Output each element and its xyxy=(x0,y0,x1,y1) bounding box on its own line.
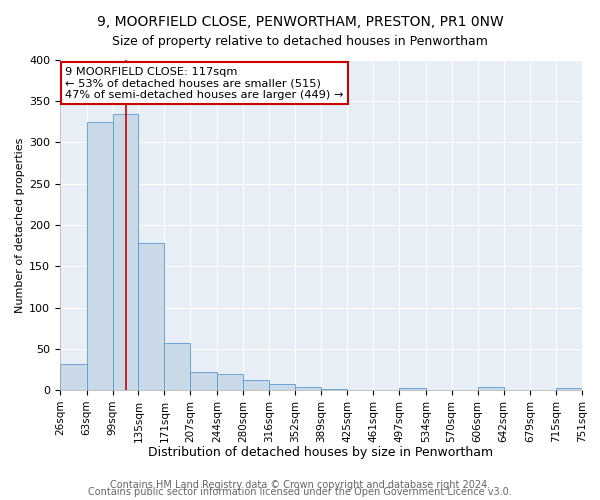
Text: 9 MOORFIELD CLOSE: 117sqm
← 53% of detached houses are smaller (515)
47% of semi: 9 MOORFIELD CLOSE: 117sqm ← 53% of detac… xyxy=(65,66,344,100)
Bar xyxy=(243,380,269,390)
Y-axis label: Number of detached properties: Number of detached properties xyxy=(15,138,25,312)
Bar xyxy=(139,243,164,390)
Bar xyxy=(478,386,503,390)
Bar xyxy=(399,388,426,390)
Bar xyxy=(556,388,582,390)
Text: Contains HM Land Registry data © Crown copyright and database right 2024.: Contains HM Land Registry data © Crown c… xyxy=(110,480,490,490)
Bar xyxy=(113,114,139,390)
Text: Contains public sector information licensed under the Open Government Licence v3: Contains public sector information licen… xyxy=(88,487,512,497)
Bar xyxy=(269,384,295,390)
Bar xyxy=(190,372,217,390)
Bar xyxy=(217,374,243,390)
Bar xyxy=(164,343,190,390)
Text: 9, MOORFIELD CLOSE, PENWORTHAM, PRESTON, PR1 0NW: 9, MOORFIELD CLOSE, PENWORTHAM, PRESTON,… xyxy=(97,15,503,29)
Bar xyxy=(322,389,347,390)
Bar xyxy=(295,386,322,390)
Text: Size of property relative to detached houses in Penwortham: Size of property relative to detached ho… xyxy=(112,35,488,48)
Bar xyxy=(86,122,113,390)
Bar xyxy=(60,364,86,390)
X-axis label: Distribution of detached houses by size in Penwortham: Distribution of detached houses by size … xyxy=(148,446,494,459)
